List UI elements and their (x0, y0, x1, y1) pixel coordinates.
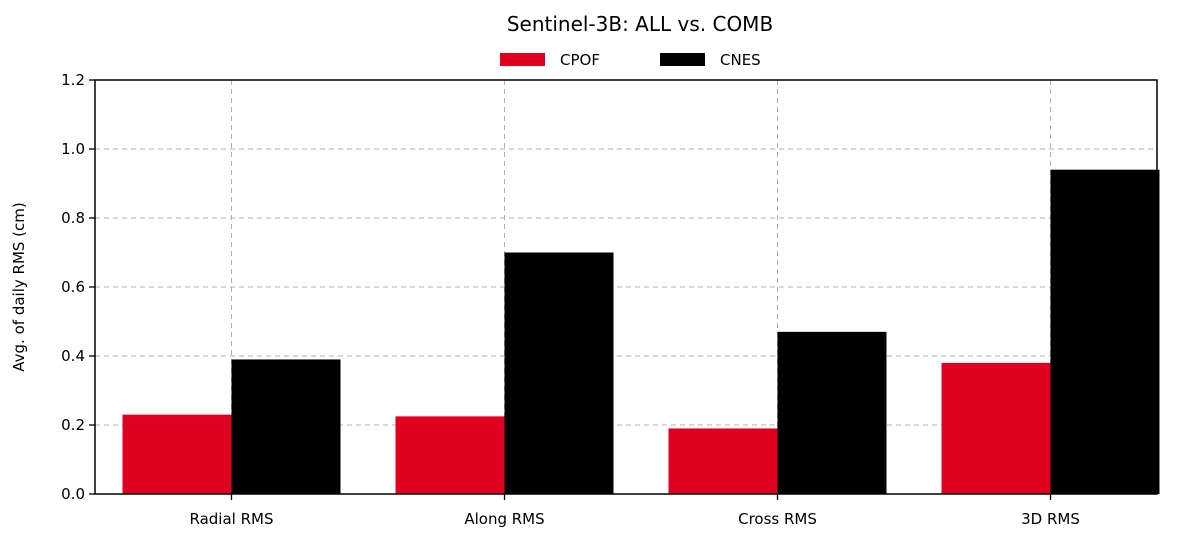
x-tick-label: Along RMS (464, 510, 544, 528)
legend-swatch-cpof (500, 53, 545, 66)
y-tick-label: 0.2 (61, 416, 85, 434)
bar-cpof-radial-rms (122, 414, 232, 494)
bars (122, 169, 1160, 494)
bar-cpof-cross-rms (668, 428, 778, 494)
bar-cnes-along-rms (504, 252, 614, 494)
legend: CPOF CNES (500, 51, 761, 69)
x-tick-label: 3D RMS (1021, 510, 1080, 528)
bar-cpof-along-rms (395, 416, 505, 494)
y-tick-label: 0.8 (61, 209, 85, 227)
legend-swatch-cnes (660, 53, 705, 66)
bar-cnes-cross-rms (777, 331, 887, 494)
legend-label-cnes: CNES (720, 51, 761, 69)
bar-cpof-3d-rms (941, 362, 1051, 494)
x-tick-label: Cross RMS (738, 510, 817, 528)
bar-cnes-radial-rms (231, 359, 341, 494)
y-tick-label: 1.2 (61, 71, 85, 89)
bar-cnes-3d-rms (1050, 169, 1160, 494)
y-tick-label: 0.0 (61, 485, 85, 503)
legend-label-cpof: CPOF (560, 51, 600, 69)
y-axis-label: Avg. of daily RMS (cm) (10, 202, 28, 371)
ticks: 0.0 0.2 0.4 0.6 0.8 1.0 1.2 Radial RMS Along RMS… (61, 71, 1080, 528)
chart-title: Sentinel-3B: ALL vs. COMB (507, 12, 773, 36)
y-tick-label: 1.0 (61, 140, 85, 158)
x-tick-label: Radial RMS (190, 510, 274, 528)
y-tick-label: 0.4 (61, 347, 85, 365)
y-tick-label: 0.6 (61, 278, 85, 296)
